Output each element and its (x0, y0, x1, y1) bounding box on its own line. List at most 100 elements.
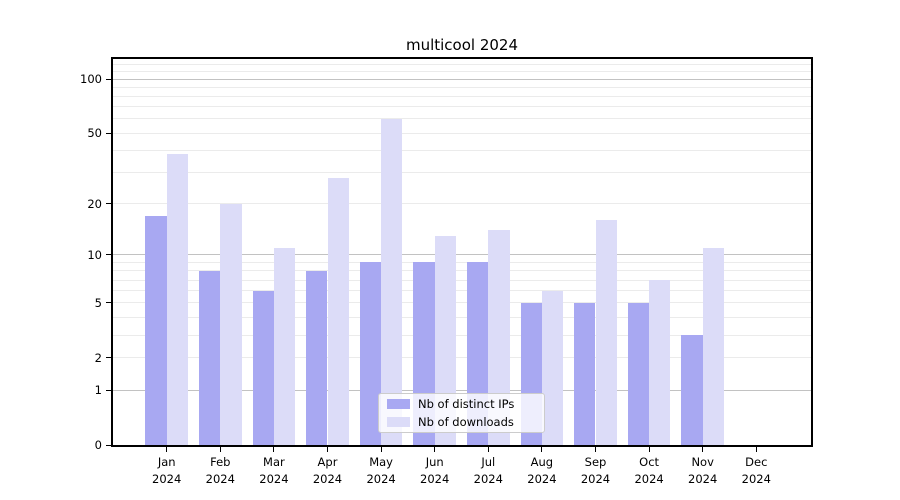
bar-distinct-ips-sep (574, 302, 596, 445)
y-tick-label-5: 5 (94, 295, 102, 310)
y-tick-20 (106, 203, 111, 205)
x-tick-month: Aug (530, 455, 554, 469)
x-tick-label-sep: Sep 2024 (569, 454, 623, 488)
x-tick-label-nov: Nov 2024 (676, 454, 730, 488)
x-tick-year: 2024 (473, 472, 503, 486)
x-tick-label-feb: Feb 2024 (193, 454, 247, 488)
x-tick-year: 2024 (741, 472, 771, 486)
bar-downloads-aug (541, 290, 564, 445)
y-tick-label-50: 50 (87, 126, 102, 141)
x-tick-year: 2024 (259, 472, 289, 486)
legend: Nb of distinct IPs Nb of downloads (378, 393, 545, 433)
y-tick-1 (106, 389, 111, 391)
bar-downloads-may (381, 119, 403, 445)
gridline-y-1 (113, 389, 811, 391)
x-tick-month: Oct (639, 455, 660, 469)
bar-distinct-ips-jan (145, 215, 167, 445)
y-tick-label-20: 20 (87, 196, 102, 211)
x-tick-jul (487, 447, 489, 452)
bar-downloads-mar (273, 247, 296, 445)
x-tick-nov (702, 447, 704, 452)
bar-distinct-ips-apr (306, 270, 328, 445)
gridline-y-4 (113, 316, 811, 318)
y-tick-0 (106, 444, 111, 446)
gridline-y-8 (113, 270, 811, 272)
gridline-y-80 (113, 96, 811, 97)
x-tick-year: 2024 (580, 472, 611, 486)
legend-row-downloads: Nb of downloads (387, 416, 536, 428)
bar-downloads-feb (220, 203, 242, 445)
y-tick-label-100: 100 (80, 72, 102, 86)
bar-distinct-ips-nov (681, 335, 703, 445)
gridline-y-50 (113, 132, 811, 134)
y-tick-label-10: 10 (87, 247, 102, 262)
x-tick-label-may: May 2024 (354, 454, 408, 488)
gridline-y-70 (113, 106, 811, 108)
bar-downloads-nov (702, 247, 725, 445)
x-tick-label-dec: Dec 2024 (729, 454, 783, 488)
x-tick-mar (273, 447, 275, 452)
y-tick-5 (106, 302, 111, 304)
x-tick-label-oct: Oct 2024 (622, 454, 676, 488)
x-tick-label-aug: Aug 2024 (515, 454, 569, 488)
y-tick-label-2: 2 (94, 350, 102, 365)
x-tick-month: Dec (745, 455, 768, 469)
gridline-y-6 (113, 290, 811, 292)
x-tick-dec (755, 447, 757, 452)
x-tick-label-jul: Jul 2024 (461, 454, 515, 488)
y-tick-50 (106, 132, 111, 134)
x-tick-apr (327, 447, 328, 452)
legend-row-distinct-ips: Nb of distinct IPs (387, 398, 536, 410)
x-tick-jun (434, 447, 436, 452)
gridline-y-30 (113, 172, 811, 174)
gridline-y-3 (113, 334, 811, 336)
bar-downloads-jul (488, 230, 510, 445)
x-tick-month: Mar (263, 455, 285, 469)
gridline-y-90 (113, 86, 811, 88)
bar-downloads-sep (595, 220, 617, 445)
x-tick-year: 2024 (688, 472, 718, 486)
x-tick-sep (595, 447, 596, 452)
legend-label-downloads: Nb of downloads (418, 415, 514, 429)
gridline-y-110 (113, 71, 811, 73)
x-tick-label-jan: Jan 2024 (140, 454, 194, 488)
x-tick-month: Sep (584, 455, 607, 469)
x-tick-year: 2024 (205, 472, 235, 486)
x-tick-year: 2024 (634, 472, 664, 486)
x-tick-label-mar: Mar 2024 (247, 454, 301, 488)
gridline-y-10 (113, 254, 811, 256)
x-tick-aug (541, 447, 543, 452)
x-tick-jan (166, 447, 168, 452)
gridline-y-2 (113, 357, 811, 359)
x-tick-month: Nov (691, 455, 714, 469)
gridline-y-5 (113, 302, 811, 304)
legend-label-distinct-ips: Nb of distinct IPs (418, 397, 515, 411)
x-tick-may (380, 447, 382, 452)
x-tick-year: 2024 (527, 472, 557, 486)
x-tick-month: Jan (157, 455, 176, 469)
gridline-y-100 (113, 78, 811, 80)
gridline-y-40 (113, 150, 811, 151)
gridline-y-20 (113, 203, 811, 205)
bar-distinct-ips-feb (198, 270, 221, 445)
legend-swatch-distinct-ips (387, 399, 410, 409)
x-tick-feb (219, 447, 221, 452)
bar-distinct-ips-may (359, 262, 382, 445)
gridline-y-60 (113, 118, 811, 120)
x-tick-month: Feb (210, 455, 231, 469)
legend-swatch-downloads (387, 417, 410, 427)
bar-downloads-oct (649, 280, 671, 445)
x-tick-month: Apr (317, 455, 338, 469)
x-tick-oct (648, 447, 650, 452)
bar-downloads-jan (166, 154, 189, 445)
x-tick-year: 2024 (366, 472, 396, 486)
bar-distinct-ips-mar (252, 290, 274, 445)
x-tick-label-jun: Jun 2024 (408, 454, 462, 488)
bar-distinct-ips-oct (627, 302, 650, 445)
plot-area: 100 50 20 10 5 2 1 0 Jan 2024 Feb 2024 Mar 2024 Apr 20… (80, 57, 813, 486)
x-tick-month: May (369, 455, 393, 469)
bar-downloads-apr (327, 177, 349, 445)
gridline-y-120 (113, 64, 811, 66)
x-tick-month: Jul (481, 455, 496, 469)
